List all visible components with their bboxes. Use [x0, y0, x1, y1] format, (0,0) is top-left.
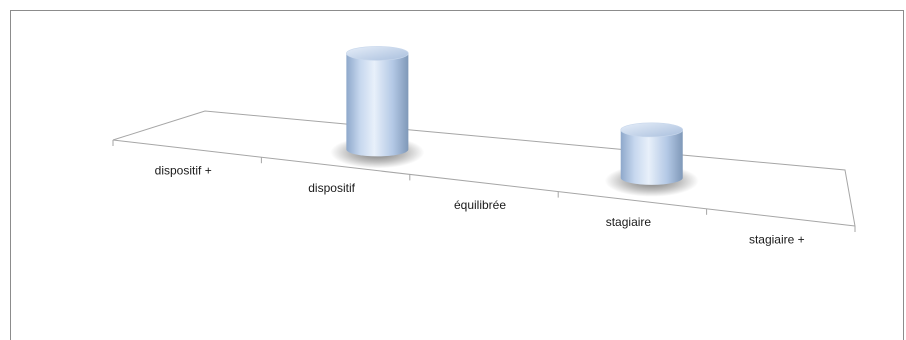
category-labels: dispositif + dispositif équilibrée stagiair…	[155, 164, 805, 247]
category-label: équilibrée	[454, 198, 506, 212]
chart-frame	[10, 10, 904, 340]
bar-top	[346, 46, 409, 61]
cylinder-bar	[330, 46, 425, 169]
bar-body	[346, 53, 409, 157]
floor-front-edge	[112, 139, 856, 227]
chart-floor	[112, 110, 856, 227]
cylinder-bar	[604, 122, 699, 197]
category-label: stagiaire +	[749, 232, 805, 246]
category-label: dispositif	[308, 181, 355, 195]
bar-top	[620, 122, 684, 138]
category-label: dispositif +	[155, 164, 212, 178]
category-ticks	[112, 140, 856, 232]
bar-body	[620, 129, 683, 185]
category-label: stagiaire	[606, 215, 652, 229]
cylinder-bars	[330, 46, 699, 197]
floor-outline	[112, 110, 856, 227]
